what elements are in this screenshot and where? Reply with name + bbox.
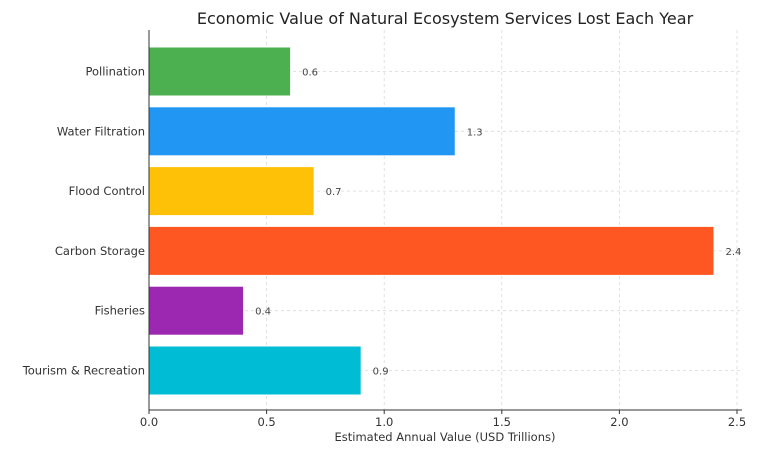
x-ticks: 0.0 0.5 1.0 1.5 2.0 2.5: [140, 410, 746, 429]
value-label: 1.3: [467, 127, 483, 138]
bar-flood-control: [149, 167, 314, 216]
x-tick-label: 2.5: [728, 415, 746, 429]
chart-title: Economic Value of Natural Ecosystem Serv…: [197, 9, 694, 28]
category-label: Flood Control: [69, 184, 145, 198]
category-label: Fisheries: [95, 304, 145, 318]
x-tick-label: 1.5: [493, 415, 511, 429]
value-label: 0.4: [255, 307, 271, 318]
category-label: Carbon Storage: [55, 244, 145, 258]
bar-pollination: [149, 47, 291, 96]
category-label: Pollination: [85, 65, 145, 79]
x-tick-label: 0.5: [257, 415, 275, 429]
x-tick-label: 2.0: [610, 415, 628, 429]
x-tick-label: 0.0: [140, 415, 158, 429]
bar-tourism-recreation: [149, 346, 361, 395]
value-label: 0.9: [373, 367, 389, 378]
value-labels: 0.6 1.3 0.7 2.4 0.4 0.9: [255, 68, 741, 378]
value-label: 0.7: [326, 187, 342, 198]
bar-fisheries: [149, 286, 244, 335]
value-label: 0.6: [302, 68, 318, 79]
bar-carbon-storage: [149, 226, 714, 275]
bars: [149, 47, 714, 395]
bar-water-filtration: [149, 107, 455, 156]
category-label: Water Filtration: [57, 124, 145, 138]
x-axis-label: Estimated Annual Value (USD Trillions): [335, 430, 556, 444]
category-label: Tourism & Recreation: [22, 364, 145, 378]
category-labels: Pollination Water Filtration Flood Control…: [22, 65, 145, 378]
x-tick-label: 1.0: [375, 415, 393, 429]
value-label: 2.4: [725, 247, 741, 258]
